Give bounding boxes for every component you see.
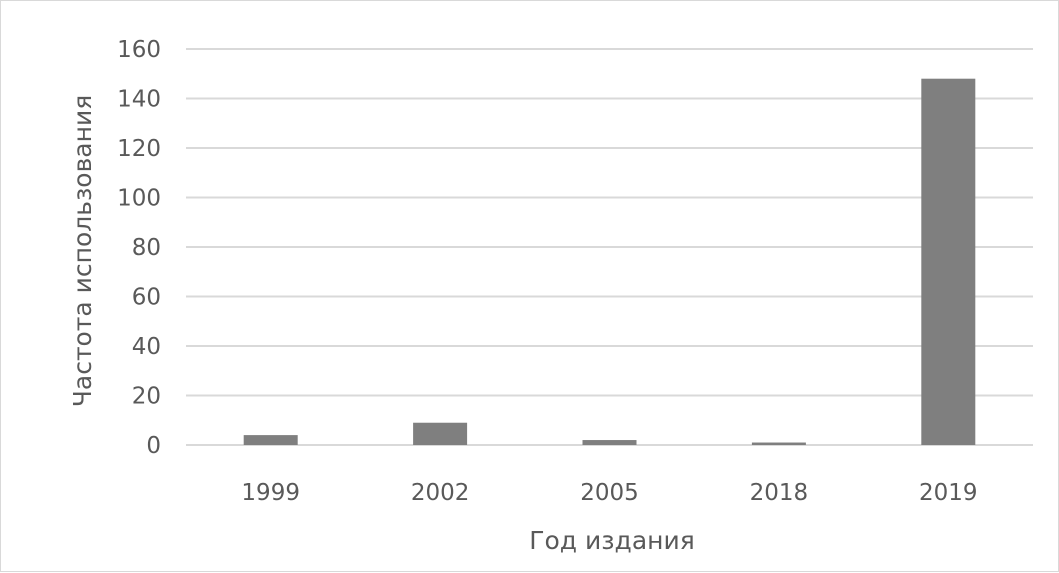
bar-2005 xyxy=(582,440,637,445)
y-tick-label: 120 xyxy=(117,136,161,162)
x-tick-label-2019: 2019 xyxy=(919,480,978,506)
bar-1999 xyxy=(243,435,298,445)
y-tick-label: 140 xyxy=(117,87,161,113)
y-tick-label: 100 xyxy=(117,186,161,212)
y-tick-label: 40 xyxy=(132,334,161,360)
bar-2019 xyxy=(921,78,976,445)
x-tick-label-2002: 2002 xyxy=(411,480,470,506)
y-tick-label: 0 xyxy=(146,433,161,459)
y-axis-tick-labels: 0 20 40 60 80 100 120 140 160 xyxy=(117,37,161,459)
x-tick-label-2005: 2005 xyxy=(580,480,639,506)
x-tick-label-2018: 2018 xyxy=(750,480,809,506)
x-axis-title: Год издания xyxy=(529,526,695,555)
bar-2018 xyxy=(751,442,806,445)
bars xyxy=(243,78,976,445)
y-axis-title: Частота использования xyxy=(68,95,97,408)
y-tick-label: 160 xyxy=(117,37,161,63)
gridlines xyxy=(186,48,1033,446)
y-tick-label: 20 xyxy=(132,384,161,410)
x-axis-tick-labels: 1999 2002 2005 2018 2019 xyxy=(241,480,977,506)
y-tick-label: 80 xyxy=(132,235,161,261)
bar-2002 xyxy=(413,422,468,445)
y-tick-label: 60 xyxy=(132,285,161,311)
x-tick-label-1999: 1999 xyxy=(241,480,300,506)
